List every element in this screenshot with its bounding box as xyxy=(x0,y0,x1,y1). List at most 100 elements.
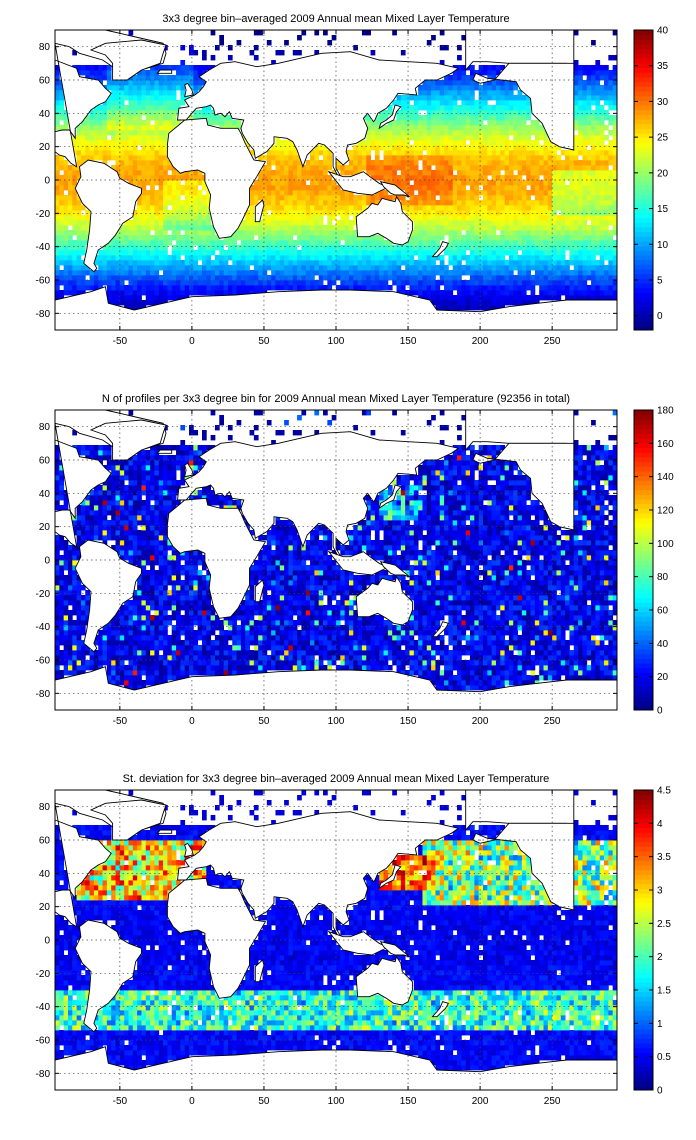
heatmap-cell xyxy=(543,275,549,281)
heatmap-cell xyxy=(521,285,527,291)
heatmap-cell xyxy=(578,225,583,231)
colorbar-step xyxy=(634,44,653,50)
heatmap-cell xyxy=(357,250,363,256)
heatmap-cell xyxy=(98,105,103,111)
heatmap-cell xyxy=(318,195,324,201)
heatmap-cell xyxy=(55,505,60,511)
heatmap-cell xyxy=(249,260,255,266)
heatmap-cell xyxy=(599,65,605,71)
heatmap-cell xyxy=(59,650,65,656)
heatmap-cell xyxy=(435,145,441,151)
heatmap-cell xyxy=(604,65,609,71)
heatmap-cell xyxy=(119,470,125,476)
heatmap-cell xyxy=(608,55,614,61)
heatmap-cell xyxy=(487,155,493,161)
heatmap-cell xyxy=(586,125,592,131)
heatmap-cell xyxy=(150,275,155,281)
heatmap-cell xyxy=(137,260,142,266)
heatmap-cell xyxy=(115,625,121,631)
heatmap-cell xyxy=(422,235,428,241)
heatmap-cell xyxy=(106,455,112,461)
heatmap-cell xyxy=(513,115,518,121)
heatmap-cell xyxy=(279,245,285,251)
heatmap-cell xyxy=(111,515,116,521)
heatmap-cell xyxy=(184,285,190,291)
heatmap-cell xyxy=(63,275,69,281)
heatmap-cell xyxy=(422,105,428,111)
heatmap-cell xyxy=(163,290,168,296)
heatmap-cell xyxy=(344,190,350,196)
heatmap-cell xyxy=(379,115,384,121)
heatmap-cell xyxy=(89,650,95,656)
heatmap-cell xyxy=(336,235,341,241)
heatmap-cells xyxy=(55,30,618,311)
heatmap-cell xyxy=(111,165,116,171)
heatmap-cell xyxy=(534,195,540,201)
heatmap-cell xyxy=(461,175,467,181)
heatmap-cell xyxy=(176,290,181,296)
heatmap-cell xyxy=(206,200,212,206)
heatmap-cell xyxy=(93,140,99,146)
heatmap-cell xyxy=(448,200,454,206)
heatmap-cell xyxy=(409,200,415,206)
heatmap-cell xyxy=(63,125,69,131)
heatmap-cell xyxy=(141,195,147,201)
heatmap-cell xyxy=(543,190,549,196)
heatmap-cell xyxy=(145,170,151,176)
heatmap-cell xyxy=(214,260,220,266)
colorbar-step xyxy=(634,217,653,223)
heatmap-cell xyxy=(418,255,423,261)
heatmap-cell xyxy=(470,295,475,301)
heatmap-cell xyxy=(470,195,475,201)
heatmap-cell xyxy=(457,165,462,171)
heatmap-cell xyxy=(452,160,458,166)
heatmap-cell xyxy=(327,260,333,266)
heatmap-cell xyxy=(55,285,60,291)
heatmap-cell xyxy=(240,230,246,236)
heatmap-cell xyxy=(444,130,449,136)
heatmap-cell xyxy=(482,150,488,156)
heatmap-cell xyxy=(521,100,527,106)
heatmap-cell xyxy=(55,245,60,251)
heatmap-cell xyxy=(284,190,289,196)
heatmap-cell xyxy=(491,270,497,276)
heatmap-cell xyxy=(599,155,605,161)
heatmap-cell xyxy=(171,90,177,96)
heatmap-cell xyxy=(474,260,480,266)
heatmap-cell xyxy=(526,175,531,181)
heatmap-cell xyxy=(305,190,311,196)
heatmap-cell xyxy=(457,180,462,186)
heatmap-cell xyxy=(55,545,60,551)
heatmap-cell xyxy=(55,160,60,166)
heatmap-cell xyxy=(530,190,536,196)
heatmap-cell xyxy=(89,270,95,276)
heatmap-cell xyxy=(370,160,376,166)
heatmap-cell xyxy=(521,300,527,306)
heatmap-cell xyxy=(431,260,436,266)
heatmap-cell xyxy=(392,265,397,271)
heatmap-cell xyxy=(500,240,505,246)
heatmap-cell xyxy=(374,265,380,271)
heatmap-cell xyxy=(599,280,605,286)
heatmap-cell xyxy=(374,235,380,241)
heatmap-cell xyxy=(184,250,190,256)
heatmap-cell xyxy=(517,150,523,156)
heatmap-cell xyxy=(327,255,333,261)
heatmap-cell xyxy=(530,245,536,251)
heatmap-cell xyxy=(578,170,583,176)
heatmap-cell xyxy=(189,245,194,251)
heatmap-cell xyxy=(201,255,207,261)
heatmap-cell xyxy=(439,175,445,181)
heatmap-cell xyxy=(219,120,224,126)
heatmap-cell xyxy=(119,520,125,526)
heatmap-cell xyxy=(271,215,276,221)
heatmap-cell xyxy=(340,250,346,256)
heatmap-cell xyxy=(552,190,557,196)
heatmap-cell xyxy=(413,135,419,141)
heatmap-cell xyxy=(132,130,138,136)
heatmap-cell xyxy=(591,270,596,276)
heatmap-cell xyxy=(305,220,311,226)
heatmap-cell xyxy=(331,195,337,201)
landmass-greenland xyxy=(89,39,167,81)
heatmap-cell xyxy=(370,195,376,201)
